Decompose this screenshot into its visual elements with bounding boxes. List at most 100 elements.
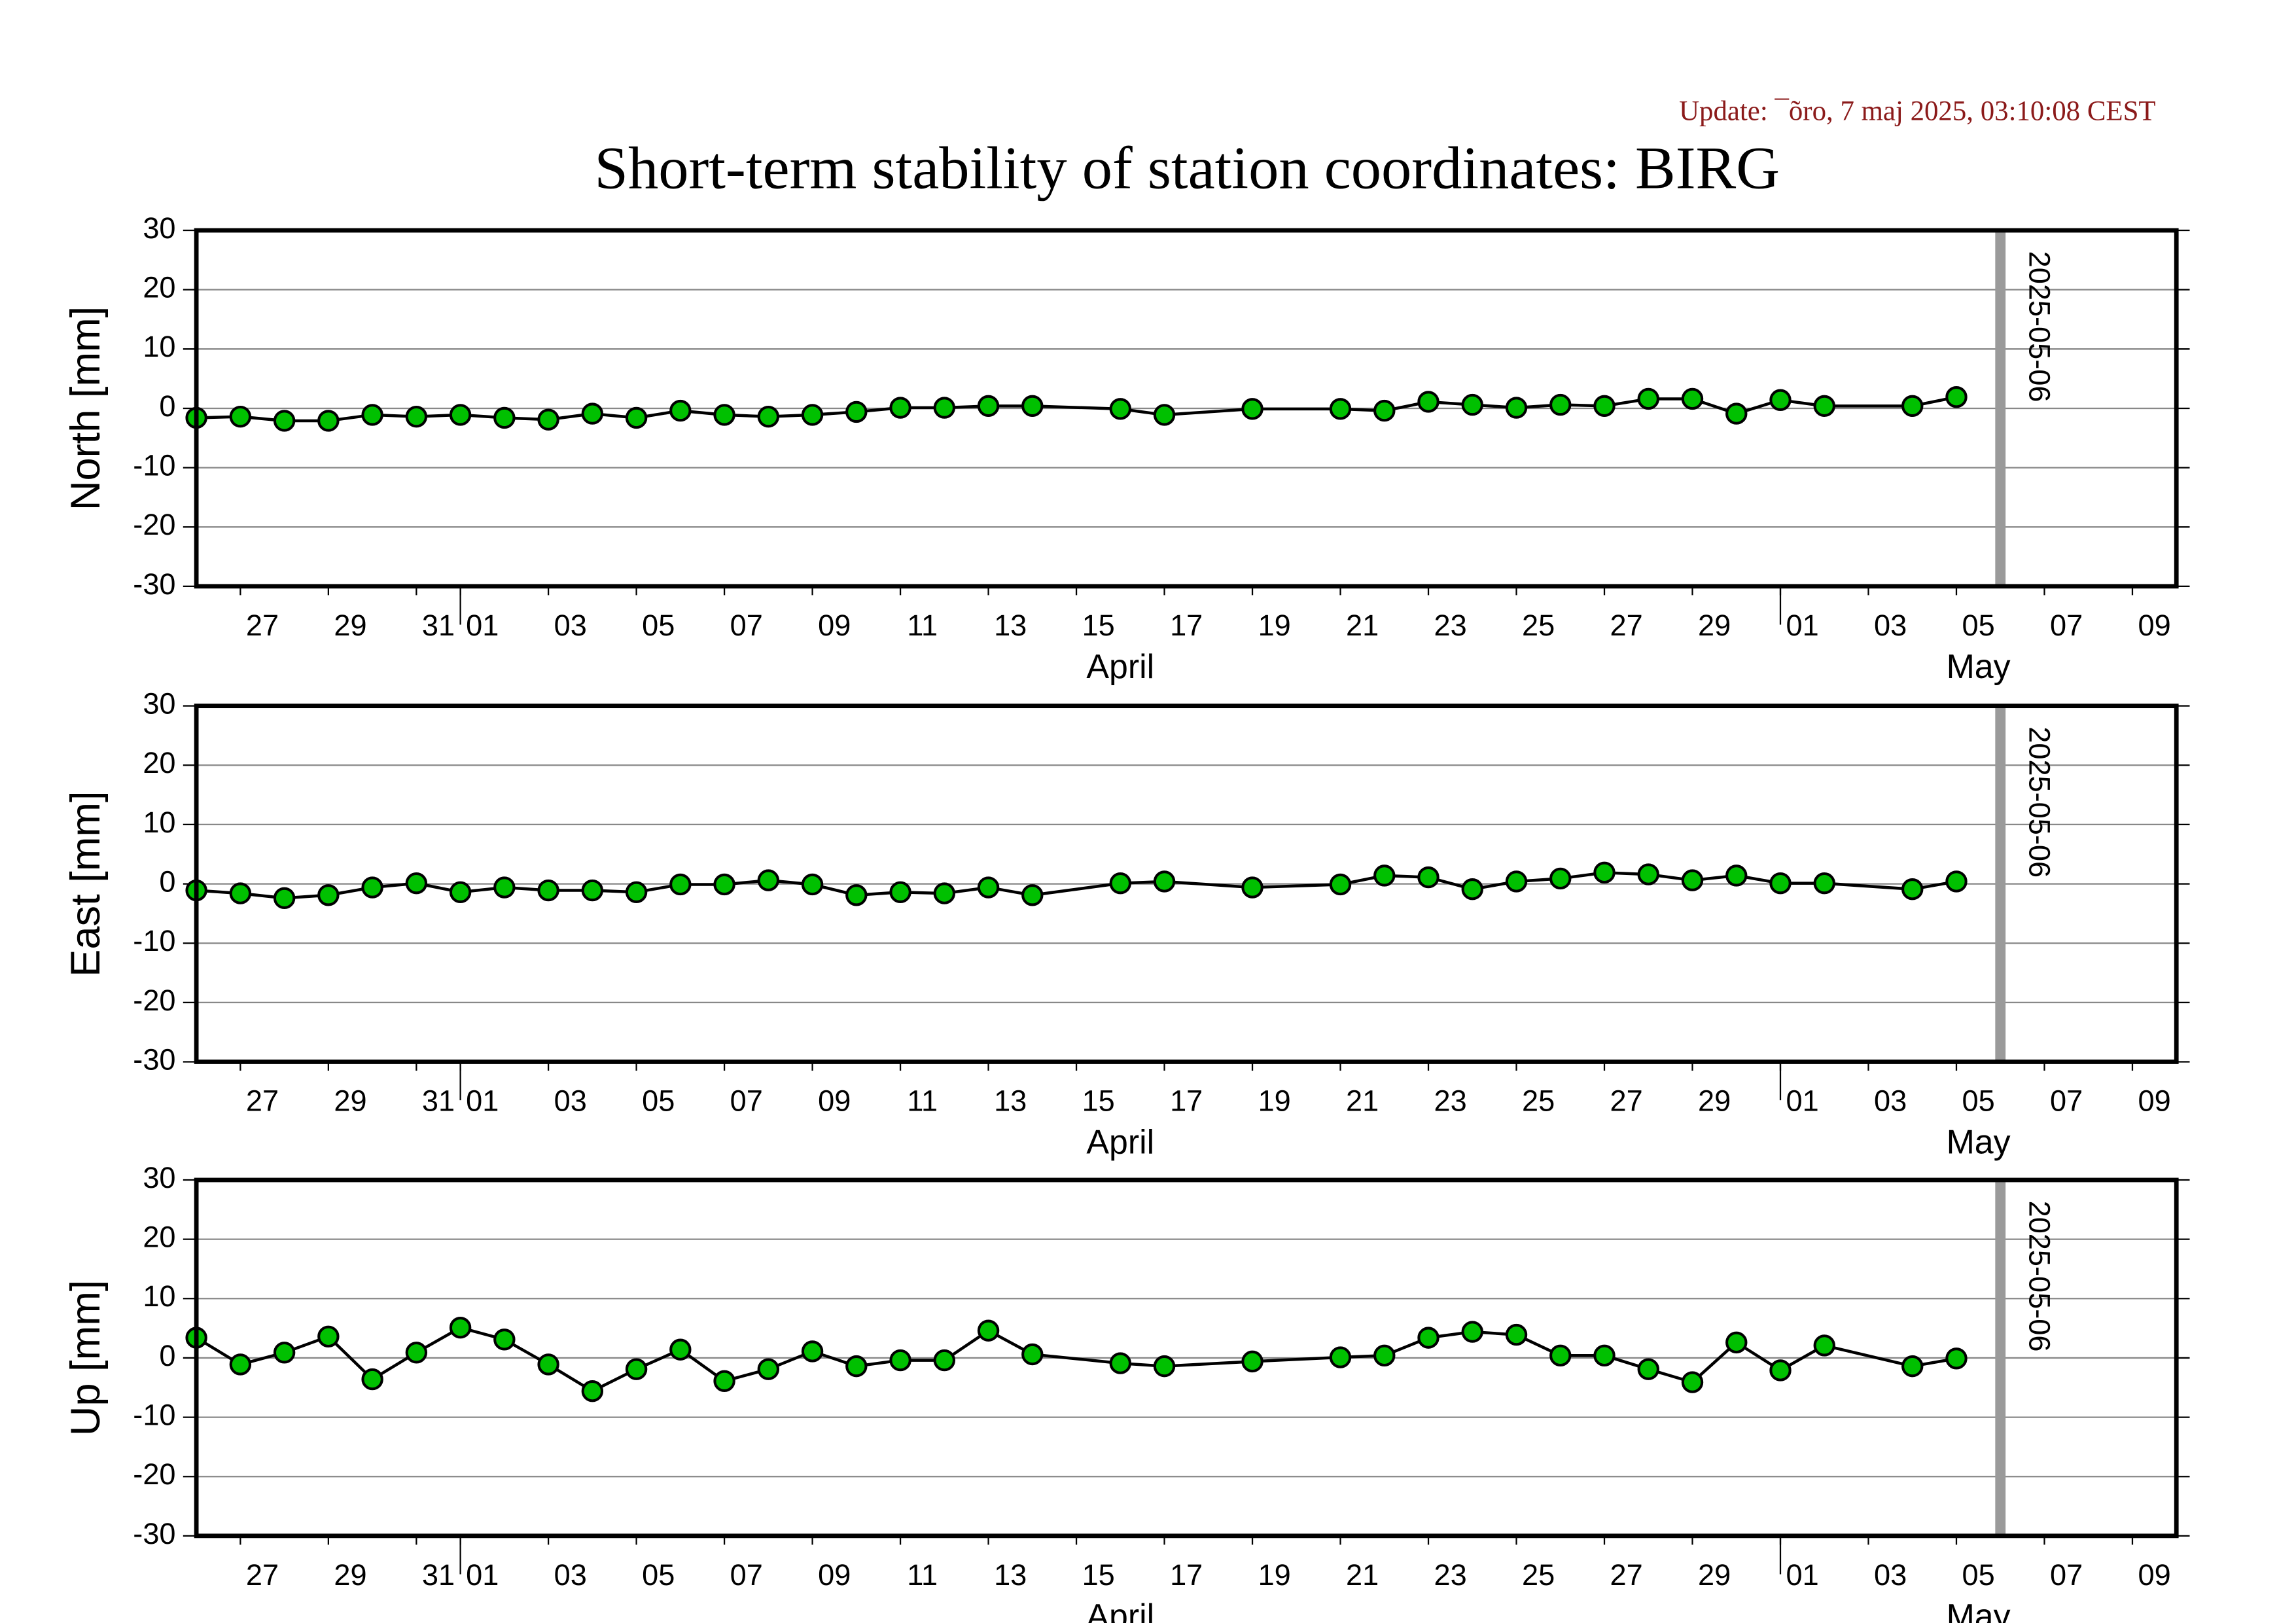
x-tick-label: 21 [1346,1084,1379,1118]
y-tick-label: 20 [143,271,175,304]
data-point [1593,1344,1616,1367]
update-stamp: Update: ¯õro, 7 maj 2025, 03:10:08 CEST [1679,96,2156,127]
data-point [845,884,868,906]
y-tick-label: -20 [133,984,175,1017]
data-point [1417,391,1439,413]
data-point [537,408,559,431]
x-tick-label: 23 [1434,609,1467,642]
y-tick-label: 30 [143,211,175,245]
data-point [889,397,911,419]
data-point [1241,876,1263,899]
x-tick-label: 07 [730,1558,763,1592]
month-label: May [1947,1597,2011,1623]
plot-frame [194,704,2179,1064]
data-point [229,405,252,428]
data-point [1505,1323,1528,1346]
data-point [1153,1355,1176,1378]
date-marker-label: 2025-05-06 [2023,251,2057,402]
x-tick-label: 01 [466,1084,499,1118]
data-point [1241,398,1263,420]
data-point [537,879,559,902]
y-tick-label: -30 [133,567,175,601]
x-tick-label: 09 [2138,1084,2170,1118]
y-tick-label: -10 [133,449,175,482]
data-point [273,887,296,910]
data-point [669,1338,692,1361]
x-tick-label: 19 [1258,1084,1291,1118]
x-tick-label: 09 [818,1084,851,1118]
data-point [537,1353,559,1376]
data-point [1901,395,1924,418]
x-tick-label: 15 [1082,609,1115,642]
data-point [757,1358,780,1380]
data-point [405,405,428,428]
data-point [625,1358,648,1380]
data-point [1681,869,1704,891]
data-point [801,1340,824,1363]
y-tick-label: 30 [143,1161,175,1194]
data-point [1901,878,1924,901]
data-point [1461,1321,1483,1343]
data-point [1549,1344,1572,1367]
y-tick-label: 10 [143,330,175,363]
data-point [845,401,868,423]
y-tick-label: 0 [159,865,175,898]
x-tick-label: 15 [1082,1558,1115,1592]
y-axis-label: North [mm] [63,306,109,510]
data-point [1461,878,1483,901]
data-point [1945,386,1968,408]
y-tick-label: 20 [143,746,175,779]
data-point [1329,398,1352,420]
data-point [801,404,824,426]
x-tick-label: 07 [2050,1558,2083,1592]
data-point [273,410,296,432]
data-point [273,1342,296,1364]
x-tick-label: 01 [1786,1084,1819,1118]
x-tick-label: 09 [2138,1558,2170,1592]
data-point [1373,865,1396,887]
x-tick-label: 29 [334,609,366,642]
x-tick-label: 27 [1610,1558,1643,1592]
data-point [1725,865,1748,887]
x-tick-label: 27 [246,609,279,642]
data-point [1637,387,1659,410]
data-point [449,404,472,426]
data-point [757,405,780,428]
data-point [1549,393,1572,416]
data-point [493,406,516,429]
data-point [405,1342,428,1364]
month-label: April [1086,1123,1154,1161]
x-tick-label: 31 [422,609,455,642]
x-tick-label: 07 [730,609,763,642]
y-tick-label: 0 [159,1339,175,1372]
data-point [1021,1343,1044,1366]
data-point [449,1317,472,1339]
data-point [933,1349,956,1372]
x-tick-label: 01 [466,609,499,642]
month-label: April [1086,647,1154,685]
y-tick-label: -10 [133,1399,175,1432]
x-tick-label: 29 [1698,609,1731,642]
x-tick-label: 05 [1962,1084,1995,1118]
data-point [1769,872,1792,895]
data-point [977,876,1000,899]
date-marker-label: 2025-05-06 [2023,1201,2057,1352]
y-tick-label: 10 [143,1279,175,1313]
x-tick-label: 27 [246,1084,279,1118]
x-tick-label: 29 [334,1084,366,1118]
y-tick-label: 20 [143,1221,175,1254]
data-point [669,873,692,896]
x-tick-label: 29 [1698,1084,1731,1118]
data-point [1681,1371,1704,1393]
data-point [1153,870,1176,893]
x-tick-label: 21 [1346,1558,1379,1592]
x-tick-label: 17 [1170,1558,1203,1592]
x-tick-label: 27 [1610,609,1643,642]
data-point [449,881,472,903]
x-tick-label: 19 [1258,609,1291,642]
x-tick-label: 05 [1962,609,1995,642]
